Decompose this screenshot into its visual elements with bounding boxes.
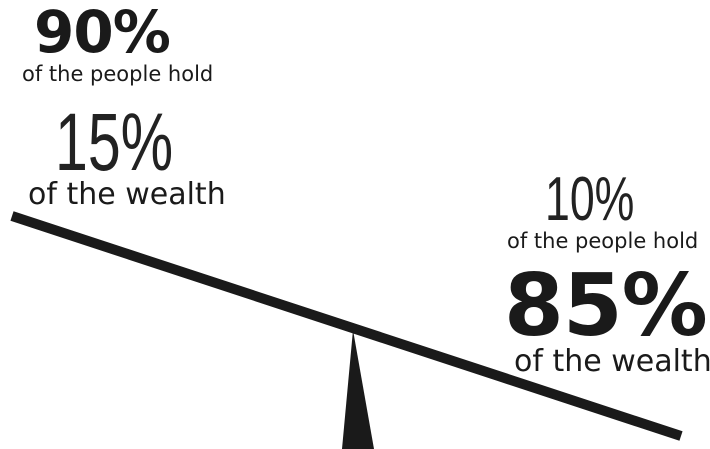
seesaw-fulcrum (342, 330, 374, 449)
left-wealth-percent: 15% (55, 97, 174, 188)
right-wealth-percent: 85% (504, 256, 708, 356)
right-wealth-caption: of the wealth (514, 344, 710, 379)
left-people-percent: 90% (34, 0, 171, 66)
left-people-caption: of the people hold (22, 62, 214, 86)
seesaw-beam (10, 211, 683, 441)
right-people-percent: 10% (545, 165, 635, 234)
right-people-caption: of the people hold (507, 229, 699, 253)
left-wealth-caption: of the wealth (28, 177, 226, 212)
